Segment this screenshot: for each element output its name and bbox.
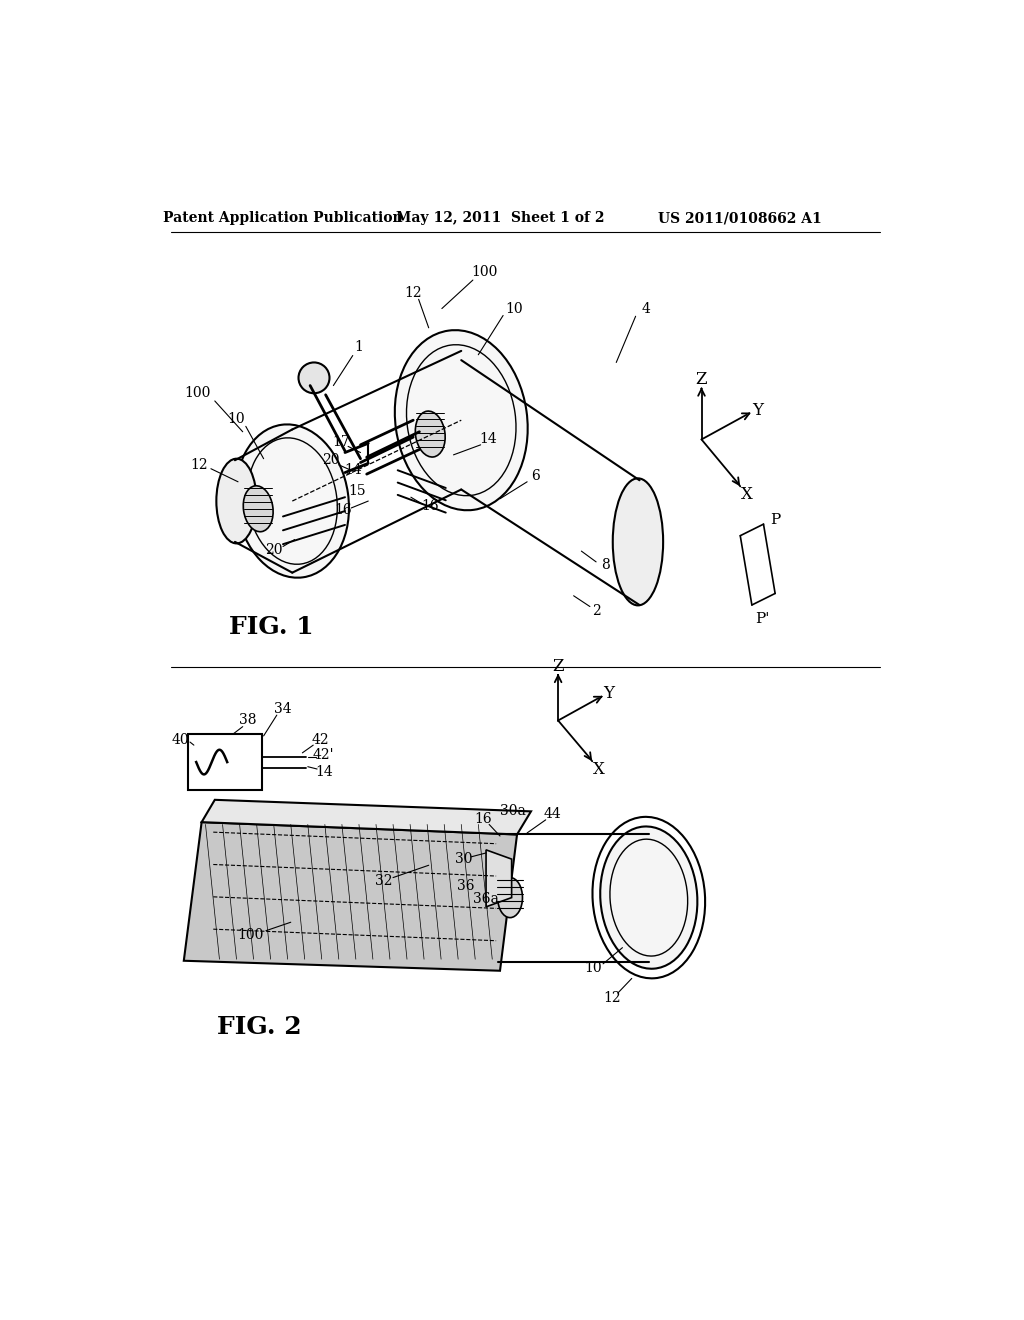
Text: US 2011/0108662 A1: US 2011/0108662 A1 [658,211,822,226]
Text: 20: 20 [323,453,340,467]
Text: 6: 6 [531,469,540,483]
Text: 40: 40 [172,733,189,747]
Text: Y: Y [752,401,763,418]
Text: 100: 100 [238,928,263,941]
Text: 38: 38 [240,714,257,727]
Text: 12: 12 [190,458,208,471]
Ellipse shape [612,478,664,606]
Text: 16: 16 [335,503,352,517]
Ellipse shape [600,826,697,969]
Text: 32: 32 [375,874,392,887]
Polygon shape [183,822,517,970]
Text: 12: 12 [603,991,622,1005]
Text: 20: 20 [265,543,283,557]
Text: FIG. 1: FIG. 1 [229,615,313,639]
Text: 44: 44 [544,808,561,821]
Text: FIG. 2: FIG. 2 [217,1015,302,1039]
Text: 14: 14 [315,766,333,779]
FancyBboxPatch shape [188,734,262,789]
Text: 12: 12 [404,286,422,300]
Polygon shape [202,800,531,834]
Text: 30: 30 [455,853,472,866]
Text: 36: 36 [457,879,475,894]
Text: 34: 34 [274,702,292,715]
Ellipse shape [236,425,349,578]
Text: 36a: 36a [473,892,499,906]
Text: X: X [740,486,753,503]
Text: May 12, 2011  Sheet 1 of 2: May 12, 2011 Sheet 1 of 2 [395,211,604,226]
Text: 42': 42' [312,748,334,762]
Text: 42: 42 [311,733,329,747]
Ellipse shape [216,458,257,544]
Text: Z: Z [552,659,564,675]
Text: P': P' [755,612,769,626]
Text: 16: 16 [474,812,492,826]
Text: 17: 17 [332,434,350,449]
Text: 1: 1 [354,341,364,354]
Text: P: P [770,513,780,527]
Ellipse shape [244,486,273,532]
Text: 10: 10 [227,412,246,425]
Text: Y: Y [603,685,614,702]
Text: 100: 100 [471,265,498,280]
Text: 16: 16 [422,499,439,513]
Text: 14: 14 [344,463,361,478]
Text: 14: 14 [479,433,498,446]
Text: 10: 10 [584,961,602,975]
Ellipse shape [416,411,445,457]
Text: 10: 10 [505,301,523,315]
Text: 15: 15 [348,484,366,498]
Text: 100: 100 [184,387,211,400]
Text: Patent Application Publication: Patent Application Publication [163,211,402,226]
Circle shape [299,363,330,393]
Text: Z: Z [695,371,708,388]
Ellipse shape [498,878,522,917]
Polygon shape [486,850,512,907]
Text: 4: 4 [641,301,650,315]
Text: X: X [593,760,605,777]
Text: 8: 8 [601,558,609,572]
Text: 2: 2 [593,605,601,618]
Text: 30a: 30a [501,804,526,818]
Ellipse shape [395,330,527,511]
